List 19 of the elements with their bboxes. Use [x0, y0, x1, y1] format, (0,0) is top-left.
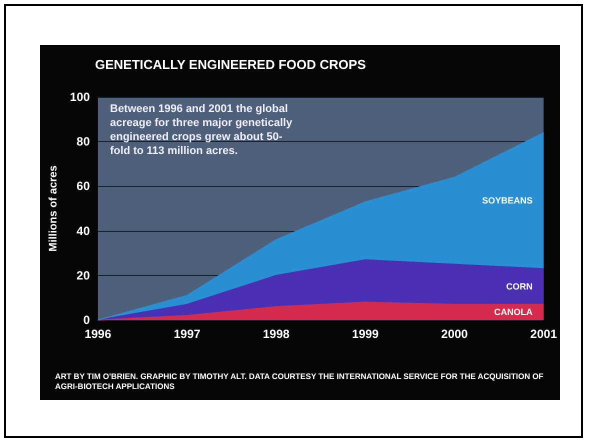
x-tick-label: 1999 — [352, 327, 380, 341]
annotation: Between 1996 and 2001 the global acreage for three major genetically engineered crops grew about 50-fold to 113 million acres. — [110, 102, 294, 158]
x-tick-label: 1997 — [174, 327, 201, 341]
series-label: CORN — [506, 282, 533, 292]
series-label: CANOLA — [494, 307, 534, 318]
chart-title: GENETICALLY ENGINEERED FOOD CROPS — [95, 57, 366, 72]
y-axis-title: Millions of acres — [48, 165, 60, 252]
y-tick-label: 100 — [70, 90, 90, 104]
series-label: SOYBEANS — [482, 196, 533, 206]
y-tick-label: 60 — [76, 179, 90, 194]
y-tick-label: 40 — [76, 224, 90, 238]
x-tick-label: 2001 — [530, 327, 558, 341]
x-tick-label: 1998 — [262, 327, 290, 341]
x-tick-label: 2000 — [441, 327, 468, 341]
y-tick-label: 20 — [76, 268, 90, 282]
y-tick-label: 80 — [76, 134, 90, 149]
text: ART BY TIM O'BRIEN. GRAPHIC BY TIMOTHY ALT. DATA COURTESY THE INTERNATIONAL SERVICE FOR THE ACQUISITION OF AGRI-BIOTECH APPLICATIONS — [55, 372, 544, 392]
x-tick-label: 1996 — [84, 327, 112, 341]
y-tick-label: 0 — [83, 313, 90, 327]
